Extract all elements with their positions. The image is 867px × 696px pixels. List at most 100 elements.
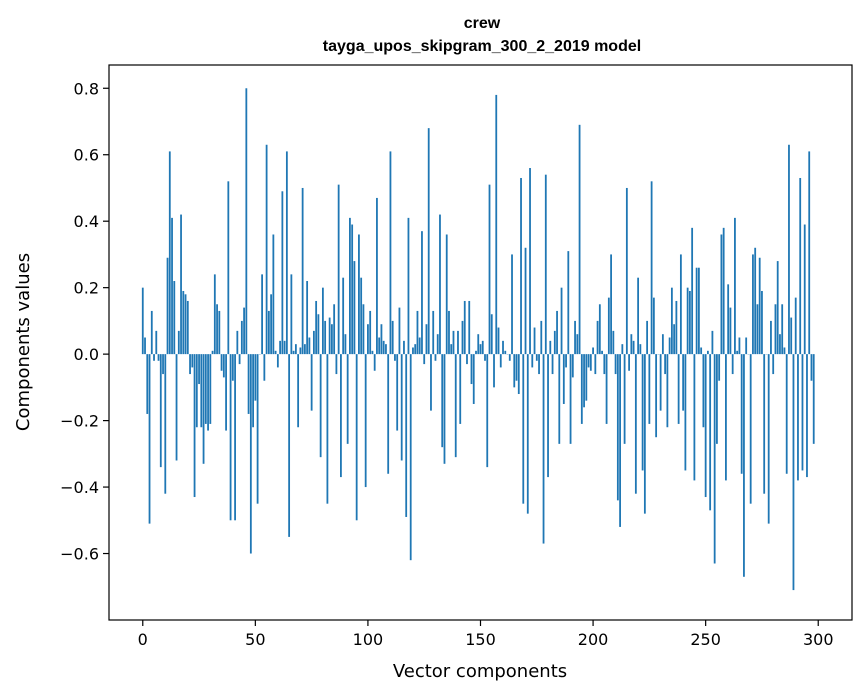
bar-130 bbox=[434, 354, 437, 361]
bar-17 bbox=[180, 214, 182, 355]
y-tick-label: 0.2 bbox=[74, 279, 99, 298]
bar-94 bbox=[353, 261, 356, 355]
bar-2 bbox=[146, 354, 149, 414]
bar-131 bbox=[436, 334, 439, 355]
bar-290 bbox=[794, 297, 797, 355]
bar-101 bbox=[369, 310, 372, 355]
bar-35 bbox=[220, 354, 223, 371]
bar-18 bbox=[182, 290, 185, 355]
bar-139 bbox=[454, 354, 457, 458]
bar-125 bbox=[423, 354, 426, 365]
bar-13 bbox=[171, 217, 173, 355]
bar-275 bbox=[761, 290, 763, 355]
bar-241 bbox=[684, 354, 687, 471]
bar-154 bbox=[488, 184, 491, 355]
bar-3 bbox=[148, 354, 151, 524]
bar-144 bbox=[466, 354, 468, 365]
bar-116 bbox=[403, 340, 405, 355]
y-axis: −0.6 −0.4 −0.2 0.0 0.2 0.4 0.6 0.8 bbox=[60, 79, 109, 564]
bar-33 bbox=[216, 304, 218, 355]
bar-64 bbox=[285, 151, 288, 355]
bar-0 bbox=[141, 287, 144, 355]
bar-214 bbox=[623, 354, 626, 444]
bar-204 bbox=[601, 350, 603, 355]
bar-200 bbox=[592, 347, 594, 355]
bar-124 bbox=[421, 231, 423, 355]
bar-179 bbox=[544, 174, 547, 355]
bar-99 bbox=[364, 354, 367, 488]
bar-104 bbox=[376, 197, 378, 355]
bar-9 bbox=[162, 354, 164, 375]
bar-24 bbox=[195, 354, 198, 428]
bar-170 bbox=[524, 247, 527, 355]
bar-62 bbox=[281, 191, 284, 355]
bar-75 bbox=[310, 354, 313, 411]
bar-254 bbox=[713, 354, 716, 564]
bar-88 bbox=[340, 354, 342, 478]
bar-273 bbox=[756, 304, 759, 355]
bar-195 bbox=[580, 354, 583, 424]
bar-249 bbox=[702, 354, 705, 428]
bar-96 bbox=[358, 234, 360, 355]
bar-30 bbox=[209, 354, 212, 424]
bar-115 bbox=[400, 354, 403, 461]
bar-174 bbox=[533, 327, 536, 355]
bar-190 bbox=[569, 354, 572, 444]
bar-197 bbox=[585, 354, 588, 401]
bar-148 bbox=[475, 350, 477, 355]
bar-122 bbox=[416, 310, 419, 355]
bar-287 bbox=[788, 144, 790, 355]
bar-198 bbox=[587, 354, 590, 368]
bar-71 bbox=[301, 187, 304, 355]
bar-118 bbox=[407, 217, 410, 355]
bar-177 bbox=[540, 320, 543, 355]
bar-129 bbox=[432, 310, 435, 355]
bar-234 bbox=[668, 337, 671, 355]
bar-126 bbox=[425, 324, 428, 355]
bar-133 bbox=[441, 354, 444, 448]
y-tick-label: 0.0 bbox=[74, 345, 99, 364]
bar-187 bbox=[562, 354, 565, 404]
bar-279 bbox=[770, 320, 772, 355]
x-tick-label: 300 bbox=[803, 630, 834, 649]
bar-169 bbox=[522, 354, 525, 504]
bar-296 bbox=[808, 151, 811, 355]
bar-127 bbox=[427, 128, 430, 355]
bar-92 bbox=[349, 217, 351, 355]
bar-167 bbox=[517, 354, 520, 395]
bar-199 bbox=[589, 354, 592, 371]
bar-270 bbox=[749, 354, 752, 504]
bar-286 bbox=[785, 354, 788, 474]
bar-90 bbox=[344, 334, 347, 355]
bar-159 bbox=[499, 354, 502, 368]
bar-256 bbox=[718, 354, 721, 381]
bar-163 bbox=[508, 354, 511, 361]
bar-231 bbox=[661, 334, 664, 355]
bar-149 bbox=[477, 334, 480, 355]
bar-74 bbox=[308, 337, 311, 355]
bar-98 bbox=[362, 304, 365, 355]
bar-105 bbox=[378, 337, 381, 355]
bar-272 bbox=[754, 247, 757, 355]
bar-227 bbox=[652, 297, 655, 355]
bar-4 bbox=[150, 310, 153, 355]
bar-69 bbox=[297, 354, 300, 428]
bar-288 bbox=[790, 317, 793, 355]
bar-11 bbox=[166, 257, 169, 355]
bar-31 bbox=[211, 350, 214, 355]
bar-194 bbox=[578, 124, 581, 355]
bar-49 bbox=[252, 354, 254, 428]
bar-132 bbox=[439, 214, 441, 355]
y-tick-label: 0.4 bbox=[74, 212, 99, 231]
bar-143 bbox=[463, 300, 466, 355]
bar-250 bbox=[704, 354, 707, 498]
bar-152 bbox=[484, 354, 486, 361]
bar-48 bbox=[249, 354, 252, 554]
bar-291 bbox=[797, 354, 799, 481]
bar-137 bbox=[450, 344, 453, 355]
bar-220 bbox=[637, 277, 640, 355]
bar-84 bbox=[331, 324, 333, 355]
bar-5 bbox=[153, 354, 155, 361]
bar-217 bbox=[630, 334, 633, 355]
